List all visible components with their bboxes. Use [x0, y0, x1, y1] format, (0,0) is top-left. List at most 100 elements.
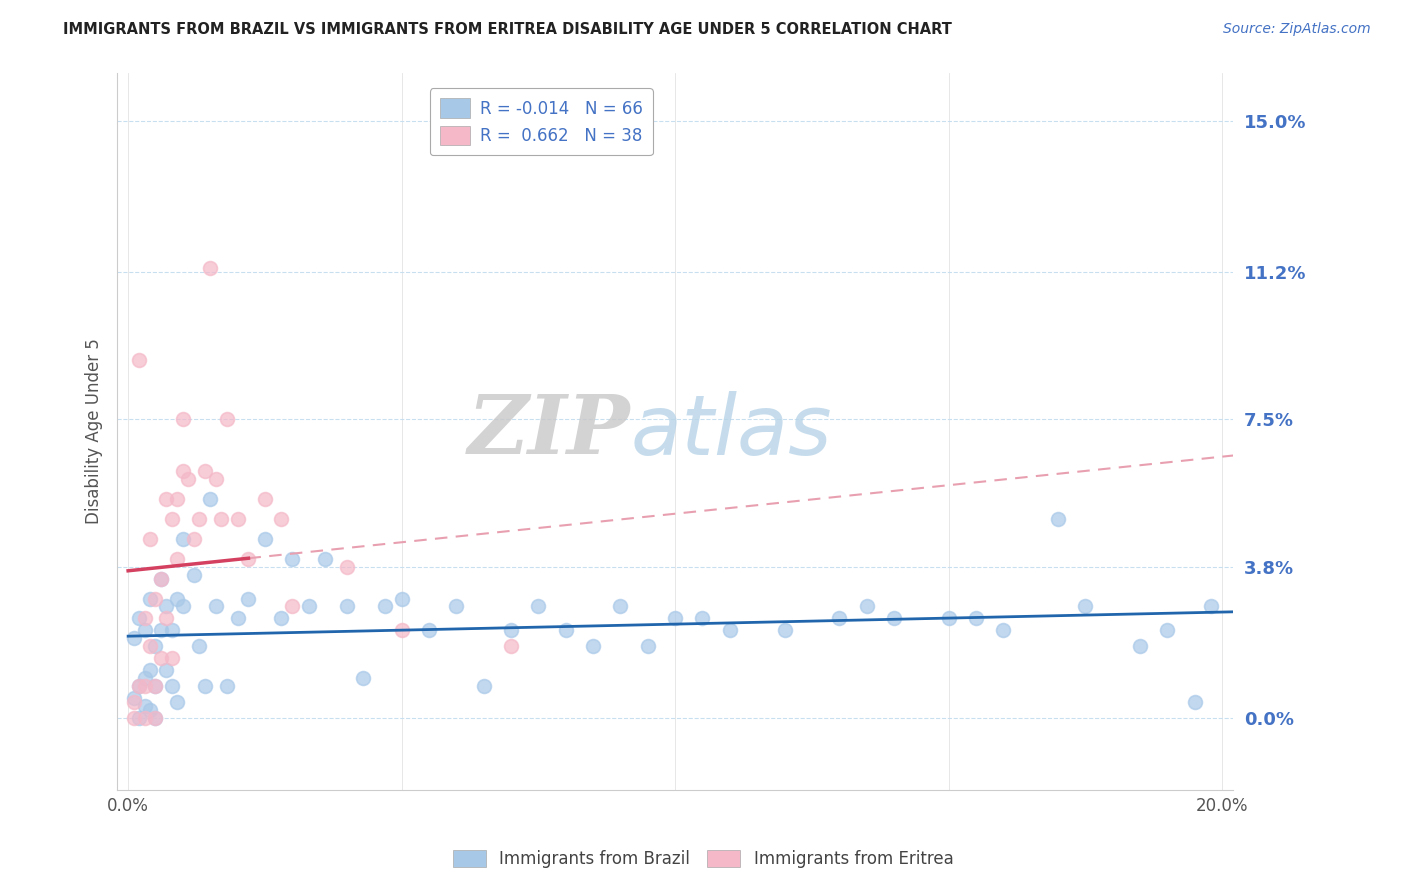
- Point: [352, 671, 374, 685]
- Point: [145, 640, 167, 654]
- Point: [446, 599, 468, 614]
- Point: [188, 512, 211, 526]
- Text: Source: ZipAtlas.com: Source: ZipAtlas.com: [1223, 22, 1371, 37]
- Point: [145, 679, 167, 693]
- Point: [122, 632, 145, 646]
- Point: [139, 663, 162, 677]
- Point: [374, 599, 396, 614]
- Point: [281, 599, 304, 614]
- Legend: R = -0.014   N = 66, R =  0.662   N = 38: R = -0.014 N = 66, R = 0.662 N = 38: [430, 88, 652, 155]
- Point: [128, 352, 150, 367]
- Point: [134, 679, 156, 693]
- Point: [160, 651, 183, 665]
- Point: [128, 611, 150, 625]
- Point: [336, 599, 359, 614]
- Point: [172, 599, 194, 614]
- Point: [1184, 695, 1206, 709]
- Point: [855, 599, 877, 614]
- Point: [499, 640, 522, 654]
- Point: [145, 679, 167, 693]
- Point: [281, 551, 304, 566]
- Point: [194, 679, 217, 693]
- Point: [527, 599, 550, 614]
- Point: [183, 567, 205, 582]
- Point: [172, 464, 194, 478]
- Point: [134, 711, 156, 725]
- Point: [134, 624, 156, 638]
- Point: [298, 599, 321, 614]
- Point: [145, 711, 167, 725]
- Point: [188, 640, 211, 654]
- Point: [155, 611, 177, 625]
- Point: [253, 532, 276, 546]
- Point: [582, 640, 605, 654]
- Point: [134, 698, 156, 713]
- Point: [128, 679, 150, 693]
- Point: [336, 559, 359, 574]
- Point: [314, 551, 336, 566]
- Point: [1156, 624, 1178, 638]
- Point: [609, 599, 631, 614]
- Y-axis label: Disability Age Under 5: Disability Age Under 5: [86, 338, 103, 524]
- Point: [149, 624, 172, 638]
- Point: [160, 679, 183, 693]
- Point: [204, 472, 226, 486]
- Point: [166, 591, 188, 606]
- Point: [637, 640, 659, 654]
- Point: [145, 711, 167, 725]
- Point: [134, 611, 156, 625]
- Point: [965, 611, 987, 625]
- Text: IMMIGRANTS FROM BRAZIL VS IMMIGRANTS FROM ERITREA DISABILITY AGE UNDER 5 CORRELA: IMMIGRANTS FROM BRAZIL VS IMMIGRANTS FRO…: [63, 22, 952, 37]
- Point: [226, 512, 249, 526]
- Point: [391, 624, 413, 638]
- Point: [253, 491, 276, 506]
- Point: [128, 711, 150, 725]
- Point: [160, 624, 183, 638]
- Text: ZIP: ZIP: [468, 392, 630, 471]
- Point: [198, 491, 221, 506]
- Point: [718, 624, 741, 638]
- Point: [198, 261, 221, 276]
- Point: [238, 591, 260, 606]
- Point: [155, 491, 177, 506]
- Point: [418, 624, 440, 638]
- Point: [664, 611, 686, 625]
- Point: [773, 624, 796, 638]
- Point: [238, 551, 260, 566]
- Point: [499, 624, 522, 638]
- Point: [270, 512, 292, 526]
- Point: [172, 412, 194, 426]
- Point: [472, 679, 495, 693]
- Point: [1199, 599, 1222, 614]
- Point: [692, 611, 714, 625]
- Point: [1046, 512, 1069, 526]
- Point: [226, 611, 249, 625]
- Point: [134, 671, 156, 685]
- Point: [122, 695, 145, 709]
- Point: [139, 640, 162, 654]
- Point: [993, 624, 1015, 638]
- Point: [215, 412, 238, 426]
- Point: [204, 599, 226, 614]
- Point: [155, 599, 177, 614]
- Point: [149, 572, 172, 586]
- Point: [194, 464, 217, 478]
- Point: [391, 591, 413, 606]
- Point: [122, 691, 145, 706]
- Point: [139, 532, 162, 546]
- Text: atlas: atlas: [630, 391, 832, 472]
- Point: [128, 679, 150, 693]
- Point: [160, 512, 183, 526]
- Point: [1129, 640, 1152, 654]
- Point: [155, 663, 177, 677]
- Point: [883, 611, 905, 625]
- Point: [172, 532, 194, 546]
- Point: [139, 591, 162, 606]
- Point: [215, 679, 238, 693]
- Point: [139, 703, 162, 717]
- Point: [166, 551, 188, 566]
- Point: [145, 591, 167, 606]
- Legend: Immigrants from Brazil, Immigrants from Eritrea: Immigrants from Brazil, Immigrants from …: [446, 843, 960, 875]
- Point: [1074, 599, 1097, 614]
- Point: [209, 512, 232, 526]
